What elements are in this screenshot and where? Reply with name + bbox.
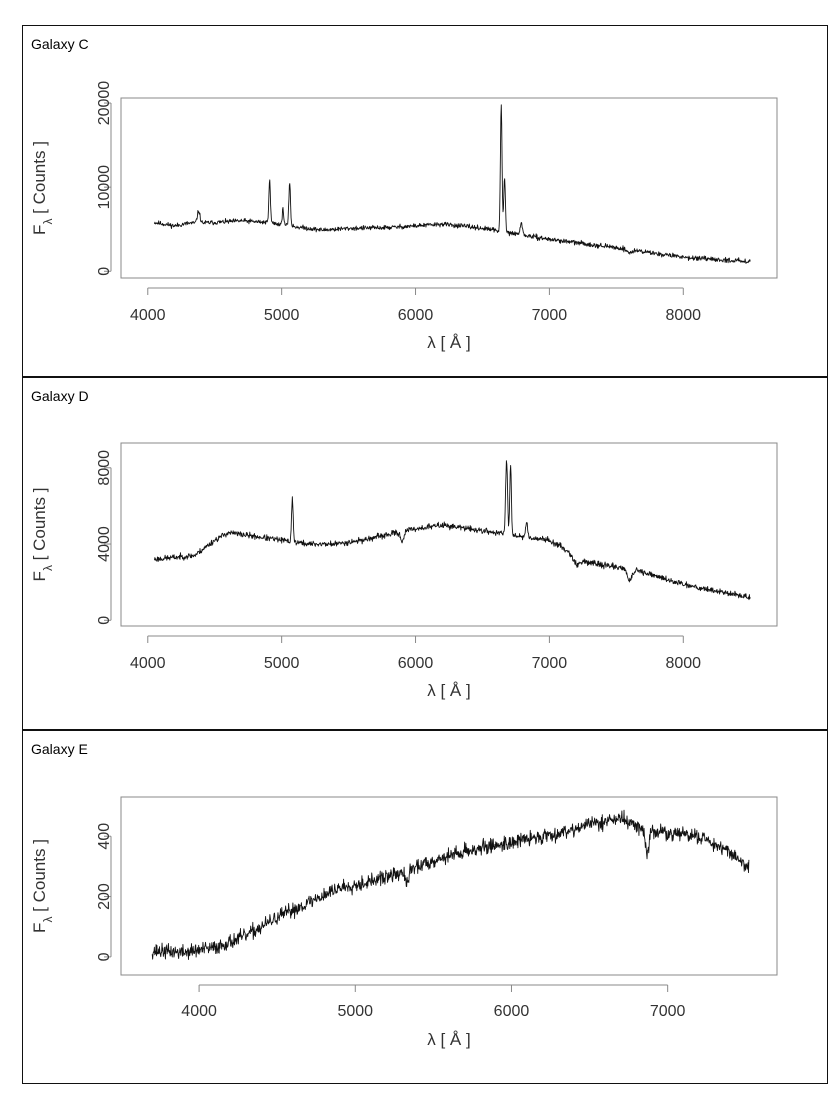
y-tick-label: 400 xyxy=(96,823,113,850)
y-tick-label: 0 xyxy=(96,952,113,961)
plot-frame xyxy=(120,796,778,976)
x-tick-label: 7000 xyxy=(532,655,568,672)
plot-frame xyxy=(120,97,778,279)
x-tick-label: 5000 xyxy=(337,1003,373,1020)
y-tick-label: 20000 xyxy=(96,81,113,126)
x-tick-label: 7000 xyxy=(532,307,568,324)
panel-title: Galaxy C xyxy=(31,36,89,52)
x-tick-label: 6000 xyxy=(398,307,434,324)
x-tick-label: 4000 xyxy=(130,307,166,324)
y-tick-label: 10000 xyxy=(96,165,113,210)
y-axis-label: Fλ [ Counts ] xyxy=(30,141,55,235)
galaxy-e-panel: Galaxy E 4000 5000 6000 7000 0 200 400 λ [ Å ] F… xyxy=(22,730,828,1084)
panel-title: Galaxy D xyxy=(31,388,89,404)
galaxy-c-chart: 4000 5000 6000 7000 8000 0 10000 20000 λ [ Å ] Fλ… xyxy=(30,81,778,352)
y-tick-label: 200 xyxy=(96,883,113,910)
x-tick-label: 4000 xyxy=(181,1003,217,1020)
x-tick-label: 4000 xyxy=(130,655,166,672)
x-tick-label: 6000 xyxy=(398,655,434,672)
y-tick-label: 0 xyxy=(96,616,113,625)
galaxy-e-chart: 4000 5000 6000 7000 0 200 400 λ [ Å ] Fλ [ Count… xyxy=(30,796,778,1049)
spectrum-line xyxy=(154,104,751,264)
galaxy-d-chart: 4000 5000 6000 7000 8000 0 4000 8000 λ [ Å ] Fλ [… xyxy=(30,442,778,700)
panel-title: Galaxy E xyxy=(31,741,88,757)
x-axis-label: λ [ Å ] xyxy=(427,1030,470,1049)
x-axis-label: λ [ Å ] xyxy=(427,681,470,700)
x-tick-label: 6000 xyxy=(494,1003,530,1020)
plot-frame xyxy=(120,442,778,627)
galaxy-c-panel: Galaxy C 4000 5000 6000 7000 8000 0 10000 20000… xyxy=(22,25,828,377)
galaxy-d-panel: Galaxy D 4000 5000 6000 7000 8000 0 4000 8000 λ … xyxy=(22,377,828,730)
y-axis-label: Fλ [ Counts ] xyxy=(30,488,55,582)
x-tick-label: 5000 xyxy=(264,655,300,672)
x-tick-label: 8000 xyxy=(665,307,701,324)
x-tick-label: 5000 xyxy=(264,307,300,324)
y-axis-label: Fλ [ Counts ] xyxy=(30,839,55,933)
spectrum-line xyxy=(154,460,751,601)
x-axis-label: λ [ Å ] xyxy=(427,333,470,352)
y-tick-label: 8000 xyxy=(96,450,113,486)
y-tick-label: 4000 xyxy=(96,526,113,562)
x-tick-label: 8000 xyxy=(665,655,701,672)
spectrum-line xyxy=(151,809,750,960)
x-tick-label: 7000 xyxy=(650,1003,686,1020)
y-tick-label: 0 xyxy=(96,267,113,276)
